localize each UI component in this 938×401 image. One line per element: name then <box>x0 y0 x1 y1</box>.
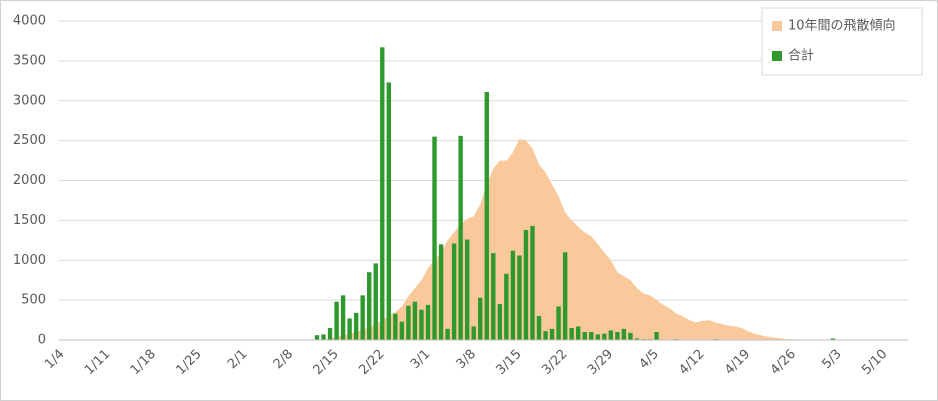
bar <box>360 295 365 340</box>
legend-swatch <box>772 21 782 31</box>
bar <box>451 243 457 340</box>
bar <box>367 272 372 340</box>
y-tick-label: 1000 <box>13 253 46 268</box>
bar <box>386 82 392 340</box>
legend-label: 合計 <box>788 48 814 64</box>
bar <box>484 91 489 340</box>
bar <box>510 250 516 340</box>
bar <box>334 301 339 340</box>
bar <box>517 255 522 340</box>
bar <box>615 332 620 340</box>
bar <box>471 326 476 340</box>
bar <box>654 332 659 340</box>
bar <box>412 301 418 340</box>
bar <box>491 253 496 340</box>
bar <box>830 338 836 340</box>
bar <box>432 136 437 340</box>
bar <box>321 334 326 340</box>
bar <box>458 135 463 340</box>
bar <box>393 313 398 340</box>
y-tick-label: 4000 <box>13 14 46 29</box>
bar <box>523 229 529 340</box>
bar <box>543 331 548 340</box>
area <box>62 139 905 340</box>
bar <box>602 333 607 340</box>
y-tick-label: 2500 <box>13 133 46 148</box>
bar <box>504 273 509 340</box>
bar <box>569 328 574 340</box>
bar <box>347 318 352 340</box>
bar <box>536 316 542 340</box>
bar <box>634 338 640 340</box>
bar <box>445 328 450 340</box>
bar <box>595 334 600 340</box>
bar <box>399 321 405 340</box>
bar <box>419 309 424 340</box>
bar <box>380 47 385 340</box>
bar <box>353 312 359 340</box>
bar <box>464 239 470 340</box>
bar <box>406 305 411 340</box>
bar <box>582 332 587 340</box>
bar <box>478 297 483 340</box>
y-tick-label: 1500 <box>13 213 46 228</box>
bar <box>497 304 503 340</box>
bar <box>628 332 633 340</box>
bar <box>589 332 594 340</box>
bar <box>556 306 561 340</box>
bar <box>373 263 378 340</box>
bar <box>562 252 568 340</box>
legend-swatch <box>772 51 782 61</box>
bar <box>314 335 320 340</box>
bar <box>608 330 614 340</box>
y-tick-label: 0 <box>38 333 46 348</box>
y-tick-label: 500 <box>21 293 46 308</box>
y-tick-label: 2000 <box>13 173 46 188</box>
bar <box>549 328 555 340</box>
bar <box>530 225 535 340</box>
y-tick-label: 3000 <box>13 93 46 108</box>
bar <box>425 304 431 340</box>
legend-label: 10年間の飛散傾向 <box>788 18 896 34</box>
bar <box>575 326 581 340</box>
legend-box <box>761 7 923 76</box>
bar <box>327 328 333 340</box>
y-tick-label: 3500 <box>13 53 46 68</box>
bar <box>621 328 627 340</box>
bar <box>340 295 346 340</box>
bar <box>438 244 444 340</box>
